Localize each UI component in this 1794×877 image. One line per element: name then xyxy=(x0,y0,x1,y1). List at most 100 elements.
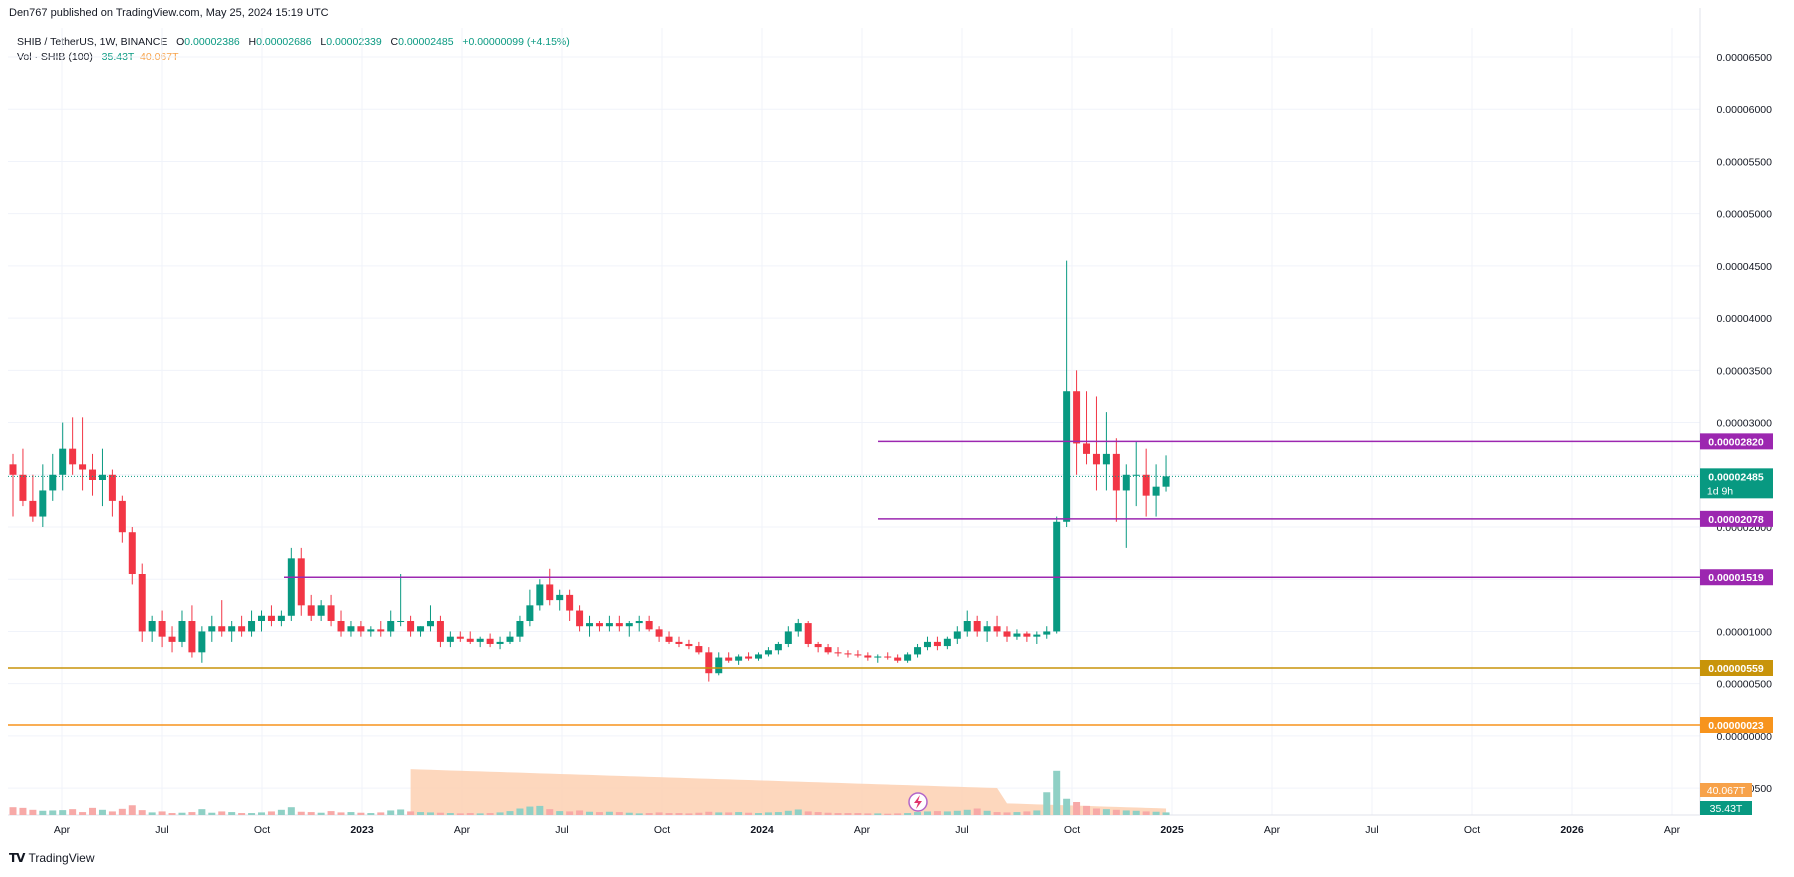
tradingview-logo: TV xyxy=(9,851,26,865)
candle-body xyxy=(49,474,57,491)
volume-bar xyxy=(576,810,584,815)
x-tick-labels: Apr Jul Oct 2023 Apr Jul Oct 2024 Apr Jul Oct 2025 A… xyxy=(54,824,1681,836)
candle-body xyxy=(1083,443,1091,454)
volume-bar xyxy=(953,810,961,815)
x-tick-label: Oct xyxy=(1464,824,1480,836)
candle-body xyxy=(1122,474,1130,491)
candle-body xyxy=(397,621,405,622)
candle-body xyxy=(1152,486,1160,496)
candle-body xyxy=(148,621,156,632)
candle-body xyxy=(79,464,87,470)
candle-body xyxy=(516,621,524,637)
legend-low-value: 0.00002339 xyxy=(326,36,382,48)
volume-bar xyxy=(1053,770,1061,815)
candle-body xyxy=(267,615,275,621)
last-price-label-bg xyxy=(1700,468,1773,499)
candle-body xyxy=(1003,631,1011,637)
volume-bar xyxy=(19,807,27,815)
horizontal-levels: 0.00002820 0.00002078 0.00001519 0.00000559… xyxy=(8,433,1773,733)
volume-bar xyxy=(496,812,504,815)
candle-body xyxy=(755,654,762,659)
volume-bar xyxy=(1033,810,1041,815)
volume-bar xyxy=(39,810,47,815)
volume-bar xyxy=(675,813,683,815)
candle-body xyxy=(436,621,444,642)
volume-bar xyxy=(1122,810,1130,815)
volume-bar xyxy=(1162,812,1170,815)
volume-bar xyxy=(864,813,872,815)
volume-bar xyxy=(168,813,176,815)
x-tick-label: Jul xyxy=(155,824,168,836)
volume-bar xyxy=(277,809,285,815)
candle-body xyxy=(595,623,603,627)
legend-open-value: 0.00002386 xyxy=(184,36,240,48)
legend-high-label: H xyxy=(248,36,257,48)
candle-body xyxy=(1112,453,1120,491)
volume-bar xyxy=(943,811,951,815)
volume-bar xyxy=(466,813,474,815)
volume-bar xyxy=(705,811,713,815)
candle-body xyxy=(69,448,77,465)
x-tick-label: Jul xyxy=(555,824,568,836)
candle-body xyxy=(764,650,772,655)
candle-body xyxy=(814,643,822,648)
volume-bar xyxy=(764,812,772,815)
candle-body xyxy=(923,641,931,648)
x-tick-label: Apr xyxy=(454,824,471,836)
candle-body xyxy=(19,474,27,501)
candle-body xyxy=(943,638,951,647)
candle-body xyxy=(387,621,395,632)
volume-bar xyxy=(29,809,37,815)
volume-bar xyxy=(486,813,494,815)
volume-bar xyxy=(267,811,275,815)
volume-bar xyxy=(645,813,653,815)
candle-body xyxy=(118,500,126,533)
volume-bar xyxy=(814,812,822,815)
volume-bar xyxy=(476,813,484,815)
candle-body xyxy=(1162,476,1170,487)
volume-bar xyxy=(98,809,106,815)
candle-body xyxy=(745,656,753,659)
candle-body xyxy=(9,464,17,475)
volume-bar xyxy=(516,808,524,815)
volume-bar xyxy=(695,812,703,815)
footer: TV TradingView xyxy=(9,851,95,865)
x-tick-label: Jul xyxy=(955,824,968,836)
y-tick-label: 0.00003500 xyxy=(1717,365,1773,377)
candle-body xyxy=(576,610,584,627)
volume-bar xyxy=(377,812,385,815)
candle-body xyxy=(993,626,1001,632)
volume-bar xyxy=(904,813,912,815)
candle-body xyxy=(228,626,236,632)
volume-bar xyxy=(963,809,971,815)
volume-bar xyxy=(188,812,196,815)
volume-series xyxy=(9,769,1170,815)
candle-body xyxy=(566,594,574,611)
candle-body xyxy=(327,605,335,621)
candle-body xyxy=(466,638,474,642)
volume-bar xyxy=(973,808,981,815)
volume-bar xyxy=(287,807,295,815)
volume-bar xyxy=(983,810,991,815)
volume-bar xyxy=(1142,811,1150,815)
candle-body xyxy=(556,594,564,601)
volume-bar xyxy=(128,805,136,815)
volume-bar xyxy=(1132,810,1140,815)
volume-bar xyxy=(69,809,77,815)
volume-bar xyxy=(1112,809,1120,815)
volume-bar xyxy=(436,812,444,815)
volume-bar xyxy=(884,813,892,815)
level-label-bg xyxy=(1700,717,1773,733)
candle-body xyxy=(904,654,912,661)
candle-body xyxy=(248,621,256,632)
volume-bar xyxy=(665,813,673,815)
legend-symbol[interactable]: SHIB / TetherUS, 1W, BINANCE xyxy=(17,36,168,48)
candle-body xyxy=(983,626,991,632)
candle-body xyxy=(1132,474,1140,476)
candle-body xyxy=(804,623,812,644)
y-tick-label: 0.00004500 xyxy=(1717,261,1773,273)
candle-body xyxy=(496,641,504,644)
candle-body xyxy=(914,647,922,655)
candle-body xyxy=(675,641,683,644)
